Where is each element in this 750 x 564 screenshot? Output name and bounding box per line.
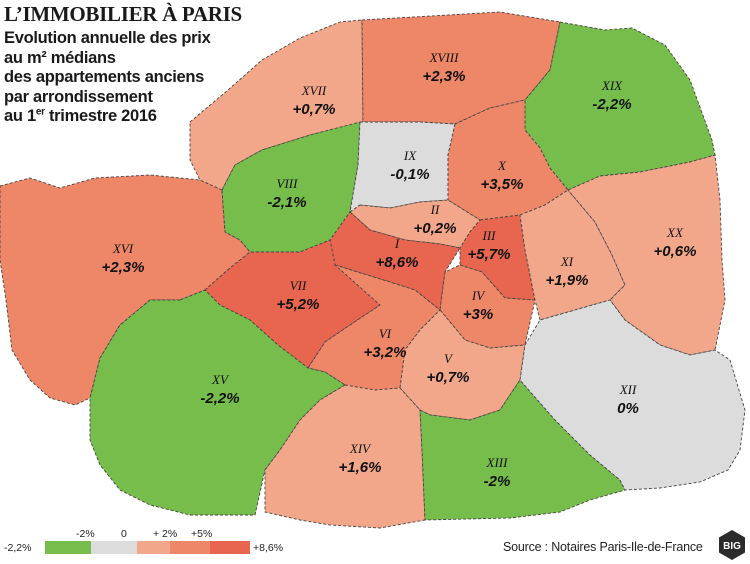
subtitle-line-1: Evolution annuelle des prix [4, 29, 211, 47]
color-legend: -2% 0 + 2% +5% -2,2% +8,6% [4, 528, 304, 558]
arrondissement-name-xviii: XVIII [429, 50, 460, 65]
arrondissement-shapes [0, 11, 746, 529]
legend-tick-minus2: -2% [76, 528, 95, 540]
arrondissement-value-xix: -2,2% [592, 96, 631, 113]
arrondissement-value-vii: +5,2% [277, 296, 320, 313]
arrondissement-name-vii: VII [290, 278, 307, 293]
arrondissement-xvii [189, 19, 364, 191]
arrondissement-name-ii: II [430, 202, 440, 217]
arrondissement-name-i: I [394, 236, 400, 251]
subtitle-line-4: par arrondissement [4, 87, 153, 106]
subtitle-period-sup: er [35, 106, 45, 118]
legend-tick-zero: 0 [121, 528, 127, 540]
arrondissement-xii [519, 299, 746, 491]
arrondissement-value-viii: -2,1% [267, 194, 306, 211]
arrondissement-name-xv: XV [211, 372, 230, 387]
big-logo: BIG [719, 530, 745, 560]
arrondissement-v [399, 309, 526, 421]
arrondissement-name-v: V [444, 351, 454, 366]
subtitle-period-prefix: au 1 [4, 107, 36, 125]
legend-swatch-light-salmon [137, 541, 170, 554]
page-title: L’IMMOBILIER À PARIS [4, 2, 242, 26]
legend-max-label: +8,6% [253, 542, 284, 554]
arrondissement-name-xvii: XVII [301, 83, 327, 98]
subtitle-line-3: des appartements anciens [4, 68, 205, 86]
arrondissement-name-xiii: XIII [486, 455, 509, 470]
arrondissement-value-xi: +1,9% [546, 272, 589, 289]
arrondissement-value-xvii: +0,7% [293, 101, 336, 118]
arrondissement-value-xii: 0% [617, 400, 639, 417]
arrondissement-value-i: +8,6% [376, 254, 419, 271]
arrondissement-ix [349, 121, 456, 213]
arrondissement-name-x: X [497, 158, 507, 173]
legend-swatch-grey [91, 541, 137, 554]
legend-swatch-red [210, 541, 250, 554]
title-block: L’IMMOBILIER À PARIS Evolution annuelle … [4, 2, 304, 127]
arrondissement-name-iii: III [482, 228, 497, 243]
arrondissement-name-viii: VIII [277, 176, 299, 191]
legend-min-label: -2,2% [4, 542, 32, 554]
legend-tick-plus5: +5% [191, 528, 213, 540]
arrondissement-value-ix: -0,1% [390, 166, 429, 183]
arrondissement-name-xvi: XVI [112, 241, 134, 256]
legend-swatch-green [45, 541, 91, 554]
arrondissement-xix [524, 21, 716, 191]
arrondissement-value-ii: +0,2% [414, 220, 457, 237]
arrondissement-name-xii: XII [619, 382, 637, 397]
arrondissement-xiv [264, 384, 426, 529]
arrondissement-value-vi: +3,2% [364, 344, 407, 361]
logo-text: BIG [723, 541, 741, 552]
arrondissement-value-xviii: +2,3% [423, 68, 466, 85]
legend-tick-plus2: + 2% [153, 528, 178, 540]
source-credit: Source : Notaires Paris-Ile-de-France [503, 540, 703, 554]
arrondissement-value-xv: -2,2% [200, 390, 239, 407]
arrondissement-value-xiii: -2% [484, 473, 511, 490]
legend-swatch-salmon [170, 541, 210, 554]
arrondissement-name-vi: VI [379, 326, 392, 341]
arrondissement-name-iv: IV [471, 288, 486, 303]
arrondissement-xx [567, 154, 726, 356]
arrondissement-value-iv: +3% [463, 306, 493, 323]
arrondissement-labels: I +8,6% II +0,2% III +5,7% IV +3% V +0,7% VI +3,2% V… [102, 50, 697, 490]
arrondissement-value-xvi: +2,3% [102, 259, 145, 276]
arrondissement-name-xi: XI [560, 254, 574, 269]
subtitle-line-2: au m² médians [4, 48, 116, 67]
arrondissement-name-xix: XIX [601, 78, 623, 93]
arrondissement-value-xiv: +1,6% [339, 459, 382, 476]
arrondissement-value-x: +3,5% [481, 176, 524, 193]
arrondissement-value-xx: +0,6% [654, 243, 697, 260]
arrondissement-name-xx: XX [666, 225, 684, 240]
arrondissement-name-ix: IX [403, 148, 417, 163]
subtitle-period-suffix: trimestre 2016 [44, 107, 157, 125]
arrondissement-value-iii: +5,7% [468, 246, 511, 263]
arrondissement-name-xiv: XIV [349, 441, 372, 456]
arrondissement-value-v: +0,7% [427, 369, 470, 386]
subtitle-line-5: au 1er trimestre 2016 [4, 107, 304, 127]
